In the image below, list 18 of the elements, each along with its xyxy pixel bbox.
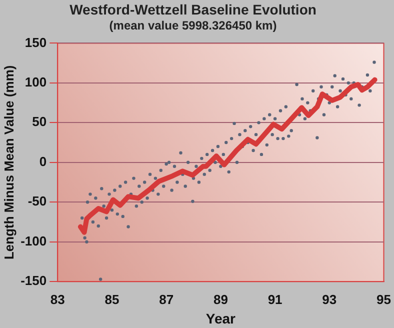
y-tick-label: 50 — [32, 114, 47, 130]
x-tick-label: 93 — [322, 292, 337, 307]
y-tick-label: -100 — [20, 233, 47, 248]
x-tick-label: 91 — [268, 292, 282, 307]
y-tick-label: 0 — [39, 154, 47, 169]
y-tick-label: -150 — [20, 273, 47, 288]
chart-title: Westford-Wettzell Baseline Evolution — [70, 1, 316, 18]
x-tick-label: 85 — [104, 292, 120, 307]
x-axis-title: Year — [206, 310, 236, 326]
x-tick-label: 95 — [376, 292, 392, 307]
y-tick-label: 100 — [24, 74, 47, 90]
y-tick-label: 150 — [24, 34, 47, 50]
y-tick-label: -50 — [28, 194, 47, 209]
x-tick-label: 87 — [159, 292, 174, 307]
x-tick-label: 83 — [50, 292, 65, 307]
y-axis-title: Length Minus Mean Value (mm) — [1, 65, 16, 260]
x-tick-label: 89 — [213, 292, 228, 307]
chart-subtitle: (mean value 5998.326450 km) — [109, 18, 277, 32]
